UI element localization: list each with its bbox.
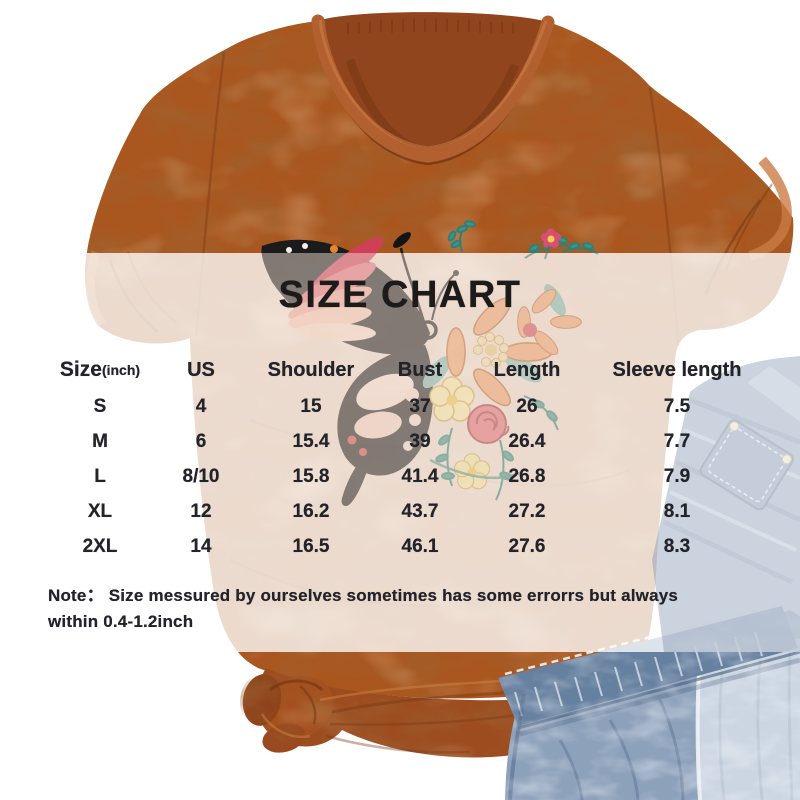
page-title: SIZE CHART <box>278 274 522 316</box>
cell-sleeve: 7.7 <box>663 430 691 452</box>
cell-length: 26.4 <box>508 430 546 452</box>
cell-sleeve: 7.5 <box>663 395 691 417</box>
header-cell-shoulder: Shoulder <box>267 358 355 381</box>
collar <box>311 12 555 166</box>
cell-us: 12 <box>190 500 212 522</box>
cell-bust: 43.7 <box>401 500 439 522</box>
cell-us: 6 <box>195 430 207 452</box>
cell-size: XL <box>87 500 113 522</box>
cell-bust: 41.4 <box>401 465 439 487</box>
cell-shoulder: 15 <box>300 395 322 417</box>
jeans-folded <box>652 356 800 652</box>
header-cell-us: US <box>187 358 215 381</box>
header-cell-bust: Bust <box>397 358 443 381</box>
cell-size: S <box>93 395 107 417</box>
cell-length: 26 <box>516 395 538 417</box>
size-table: Size (inch) US Shoulder Bust Length Sleev… <box>40 351 760 564</box>
cell-sleeve: 8.3 <box>663 535 691 557</box>
cell-length: 27.6 <box>508 535 546 557</box>
cell-length: 27.2 <box>508 500 546 522</box>
cell-us: 8/10 <box>182 465 220 487</box>
cell-size: L <box>94 465 106 487</box>
cell-size: M <box>92 430 108 452</box>
note-line-1: Note： Size messured by ourselves sometim… <box>48 586 679 605</box>
cell-us: 14 <box>190 535 212 557</box>
cell-sleeve: 8.1 <box>663 500 691 522</box>
cell-shoulder: 15.4 <box>292 430 330 452</box>
header-cell-length: Length <box>493 358 561 381</box>
cell-sleeve: 7.9 <box>663 465 691 487</box>
cell-shoulder: 15.8 <box>292 465 330 487</box>
cell-shoulder: 16.5 <box>292 535 330 557</box>
cell-us: 4 <box>195 395 207 417</box>
knot-folds <box>260 678 541 754</box>
cell-bust: 39 <box>409 430 431 452</box>
cell-bust: 37 <box>409 395 431 417</box>
header-cell-size: Size (inch) <box>59 358 141 381</box>
cell-size: 2XL <box>82 535 118 557</box>
cell-length: 26.8 <box>508 465 546 487</box>
cell-shoulder: 16.2 <box>292 500 330 522</box>
note-line-2: within 0.4-1.2inch <box>48 612 194 631</box>
cell-bust: 46.1 <box>401 535 439 557</box>
header-cell-sleeve: Sleeve length <box>612 358 742 381</box>
note-text: Note： Size messured by ourselves sometim… <box>48 583 738 635</box>
